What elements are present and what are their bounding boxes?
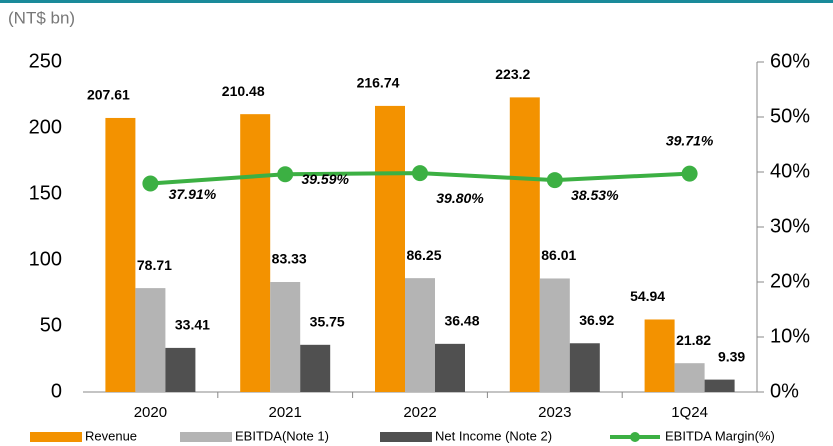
y2-tick-label: 0% [770,380,799,402]
bar [135,288,166,392]
line-point [681,165,698,182]
legend-swatch [30,432,82,442]
y2-tick-label: 60% [770,50,810,72]
x-tick-label: 2021 [269,404,302,421]
value-label: 216.74 [357,75,400,91]
bar [105,117,136,392]
margin-label: 37.91% [169,186,217,202]
value-label: 36.92 [579,312,614,328]
unit-label: (NT$ bn) [8,8,75,27]
x-tick-label: 2020 [134,404,167,421]
y-tick-label: 100 [29,248,62,270]
bar [569,343,600,392]
x-tick-label: 1Q24 [671,404,708,421]
bar [435,343,465,392]
legend-label: EBITDA Margin(%) [665,428,775,443]
value-label: 86.01 [541,247,576,263]
value-label: 207.61 [87,87,130,103]
value-label: 86.25 [406,247,441,263]
value-label: 54.94 [630,288,665,304]
bar [539,278,570,392]
value-label: 210.48 [222,83,265,99]
bar [674,363,705,392]
y-tick-label: 250 [29,50,62,72]
margin-label: 39.59% [301,171,349,187]
value-label: 78.71 [137,257,172,273]
y2-tick-label: 20% [770,270,810,292]
y2-tick-label: 30% [770,215,810,237]
line-point [546,172,563,189]
margin-label: 39.71% [666,132,714,148]
value-label: 9.39 [718,348,745,364]
y-tick-label: 50 [40,314,62,336]
y2-tick-label: 40% [770,160,810,182]
value-label: 83.33 [272,251,307,267]
margin-label: 39.80% [436,190,484,206]
legend-label: Net Income (Note 2) [435,428,552,443]
legend-label: Revenue [85,428,137,443]
bar [375,105,405,392]
bar [240,114,271,393]
bar [405,278,435,392]
legend-point [630,432,640,442]
bar [300,344,331,392]
line-point [412,165,428,182]
margin-label: 38.53% [571,187,619,203]
value-label: 223.2 [495,66,530,82]
value-label: 36.48 [444,313,479,329]
legend-swatch [180,432,232,442]
bar [165,347,196,392]
y-tick-label: 150 [29,182,62,204]
line-point [277,166,294,183]
bar [270,282,301,392]
value-label: 21.82 [676,332,711,348]
legend-label: EBITDA(Note 1) [235,428,329,443]
bar [704,379,735,392]
y-tick-label: 0 [51,380,62,402]
bar [509,97,540,392]
legend-swatch [380,432,432,442]
bar [644,319,675,392]
y2-tick-label: 50% [770,105,810,127]
x-tick-label: 2023 [538,404,571,421]
line-point [142,175,159,192]
value-label: 33.41 [175,317,210,333]
x-tick-label: 2022 [403,404,436,421]
y2-tick-label: 10% [770,325,810,347]
value-label: 35.75 [310,314,345,330]
y-tick-label: 200 [29,116,62,138]
